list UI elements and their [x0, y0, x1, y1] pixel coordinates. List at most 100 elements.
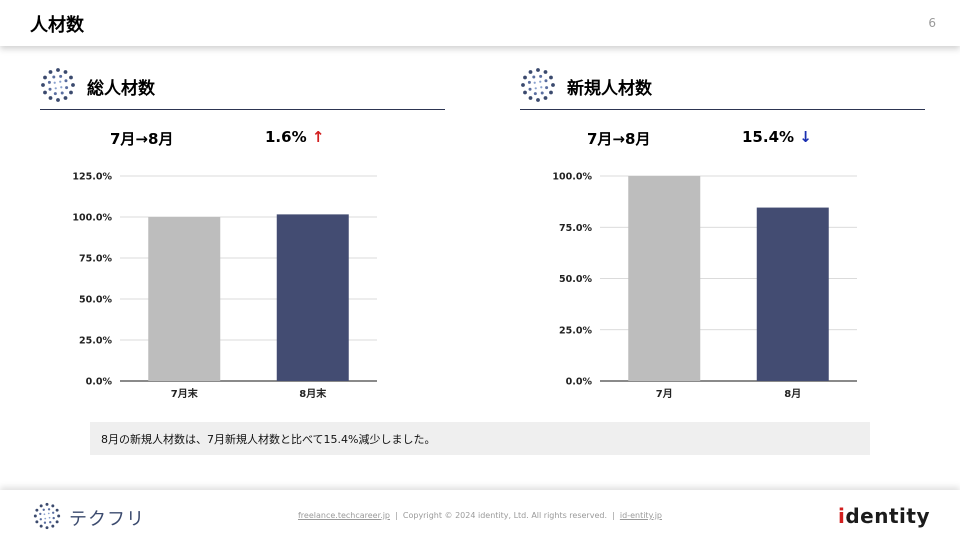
logo-dot	[56, 98, 60, 102]
logo-dot	[523, 90, 527, 95]
bar-chart-total: 0.0% 25.0% 50.0% 75.0% 100.0% 125.0% 7月末 8月末	[72, 172, 377, 400]
period-label-total: 7月→8月	[110, 130, 174, 148]
logo-dot	[59, 74, 63, 78]
footer-separator: |	[612, 511, 615, 520]
logo-dot	[540, 86, 543, 89]
logo-dot	[35, 520, 39, 524]
change-percent-total: 1.6%	[265, 128, 307, 146]
y-tick-label: 75.0%	[559, 223, 592, 234]
logo-dot	[48, 96, 53, 100]
logo-dot	[532, 75, 536, 79]
logo-text: dentity	[845, 504, 930, 528]
logo-dot	[60, 91, 64, 95]
logo-dot	[71, 83, 75, 87]
logo-dot	[43, 513, 46, 516]
logo-dot	[55, 508, 59, 512]
y-tick-label: 50.0%	[559, 274, 592, 285]
logo-dot	[536, 68, 540, 72]
logo-dot	[42, 508, 45, 511]
logo-dot	[52, 511, 55, 514]
y-tick-label: 125.0%	[72, 172, 112, 183]
logo-dot	[45, 502, 49, 506]
logo-dot	[53, 92, 57, 96]
logo-dot	[63, 96, 68, 100]
logo-dot	[57, 514, 61, 518]
dotted-circle-logo-icon	[33, 502, 61, 530]
logo-dot	[47, 508, 51, 511]
page-header: 人材数 6	[0, 0, 960, 46]
x-tick-label: 7月	[656, 388, 673, 400]
logo-dot	[48, 516, 51, 519]
change-value-new: 15.4% ↓	[742, 128, 812, 146]
logo-dot	[47, 512, 50, 515]
arrow-up-icon: ↑	[311, 128, 325, 146]
logo-dot	[545, 86, 549, 90]
logo-dot	[48, 87, 52, 91]
logo-dot	[56, 68, 60, 72]
logo-dot	[47, 80, 51, 84]
logo-dot	[69, 90, 73, 95]
section-header-total: 総人材数	[40, 66, 445, 110]
logo-dot	[59, 80, 62, 83]
logo-dot	[534, 87, 537, 90]
change-percent-new: 15.4%	[742, 128, 795, 146]
logo-dot	[43, 90, 47, 95]
bar	[148, 217, 221, 381]
logo-dot	[533, 92, 537, 96]
logo-dot	[539, 74, 543, 78]
section-title-new: 新規人材数	[567, 79, 652, 99]
logo-dot	[54, 87, 57, 90]
logo-dot	[549, 90, 553, 95]
logo-dot	[39, 518, 42, 521]
logo-dot	[33, 514, 37, 518]
logo-dot	[521, 83, 525, 87]
logo-dot	[65, 86, 69, 90]
logo-dot	[55, 520, 59, 524]
logo-dot	[540, 91, 544, 95]
copyright-text: Copyright © 2024 identity, Ltd. All righ…	[402, 511, 607, 520]
y-tick-label: 0.0%	[86, 377, 113, 388]
footer-link-identity[interactable]: id-entity.jp	[619, 511, 663, 520]
logo-dot	[64, 79, 68, 83]
page-number: 6	[928, 16, 936, 30]
logo-dot	[35, 508, 39, 512]
logo-dot	[43, 521, 47, 524]
logo-dot	[528, 70, 533, 74]
section-title-total: 総人材数	[87, 79, 155, 99]
x-tick-label: 8月	[784, 388, 801, 400]
logo-dot	[523, 75, 527, 80]
bar	[756, 207, 829, 381]
logo-dot	[51, 524, 55, 528]
logo-dot	[52, 516, 55, 520]
logo-dot	[52, 75, 56, 79]
logo-dot	[527, 80, 531, 84]
bar	[628, 176, 701, 381]
footer-separator: |	[395, 511, 398, 520]
logo-dot	[528, 96, 533, 100]
bar-chart-new: 0.0% 25.0% 50.0% 75.0% 100.0% 7月 8月	[552, 172, 857, 400]
logo-dot	[533, 81, 536, 84]
x-tick-label: 7月末	[171, 387, 199, 400]
logo-dot	[551, 83, 555, 87]
logo-dot	[69, 75, 73, 80]
section-header-new: 新規人材数	[520, 66, 925, 110]
footer-link-techcareer[interactable]: freelance.techcareer.jp	[297, 511, 390, 520]
logo-dot	[543, 96, 548, 100]
logo-dot	[45, 526, 49, 530]
brand-name: テクフリ	[69, 509, 145, 530]
company-logo: identity	[838, 504, 930, 528]
logo-dot	[549, 75, 553, 80]
dotted-circle-logo-icon	[521, 68, 555, 102]
arrow-down-icon: ↓	[799, 128, 812, 146]
y-tick-label: 100.0%	[552, 172, 592, 183]
y-tick-label: 50.0%	[79, 295, 112, 306]
logo-dot	[528, 87, 532, 91]
page-title: 人材数	[30, 15, 84, 36]
logo-dot	[43, 75, 47, 80]
logo-dot	[63, 70, 68, 74]
summary-note: 8月の新規人材数は、7月新規人材数と比べて15.4%減少しました。	[90, 422, 870, 455]
logo-dot	[41, 83, 45, 87]
x-tick-label: 8月末	[299, 387, 327, 400]
logo-dot	[544, 79, 548, 83]
logo-dot	[44, 517, 47, 520]
